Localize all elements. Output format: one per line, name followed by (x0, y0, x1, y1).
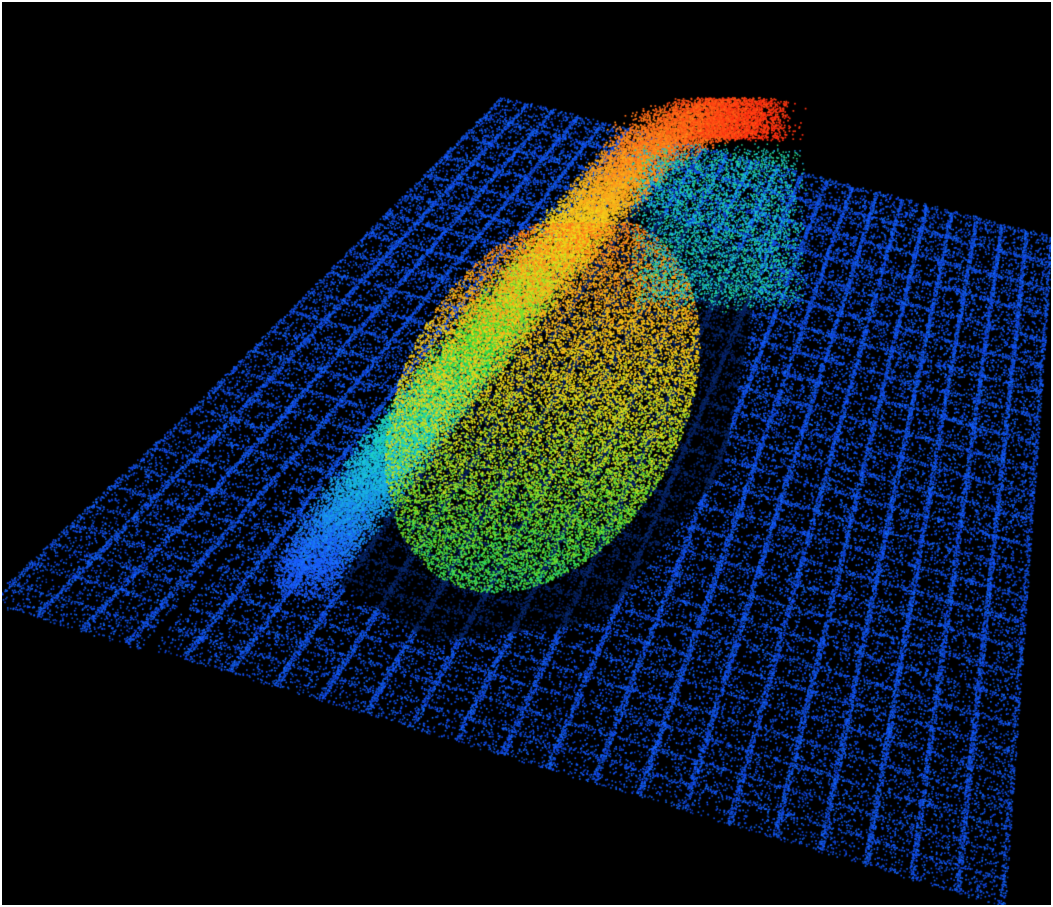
point-cloud-canvas (2, 2, 1051, 905)
point-cloud-viewer (2, 2, 1051, 905)
